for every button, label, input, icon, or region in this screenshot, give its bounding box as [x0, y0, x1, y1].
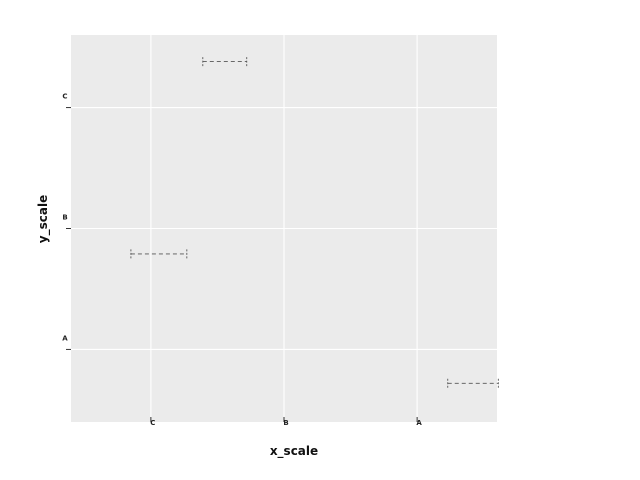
x-tick-label: B	[283, 419, 288, 427]
grid-lines	[71, 35, 497, 422]
y-tick-label: C	[62, 93, 67, 101]
y-tick-label: A	[62, 334, 68, 342]
x-axis-title: x_scale	[270, 444, 318, 459]
x-tick-label: C	[150, 419, 155, 427]
error-bars	[130, 57, 499, 388]
y-tick-labels: A B C	[62, 93, 68, 343]
error-bar-3	[447, 378, 499, 388]
axis-ticks	[66, 107, 418, 422]
x-tick-label: A	[416, 419, 422, 427]
y-tick-label: B	[62, 214, 67, 222]
error-bar-2	[202, 57, 248, 67]
y-axis-title: y_scale	[36, 195, 51, 243]
error-bar-1	[130, 249, 188, 259]
